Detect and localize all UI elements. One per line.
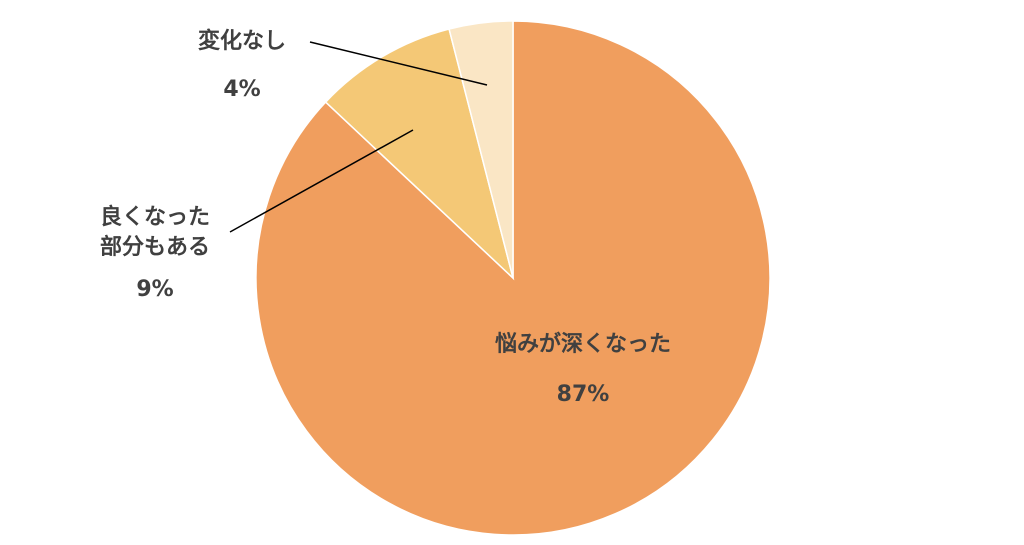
value-label: 9%: [136, 277, 173, 302]
pie-slice: [448, 20, 514, 279]
leader-line: [229, 129, 414, 233]
value-label: 87%: [557, 382, 610, 407]
slice-label: 変化なし: [198, 28, 286, 54]
slice-label: 良くなった部分もある: [100, 204, 210, 260]
pie-slice: [324, 28, 515, 281]
leader-line: [309, 41, 488, 86]
value-label: 4%: [223, 77, 260, 102]
slice-label: 悩みが深くなった: [495, 331, 671, 357]
